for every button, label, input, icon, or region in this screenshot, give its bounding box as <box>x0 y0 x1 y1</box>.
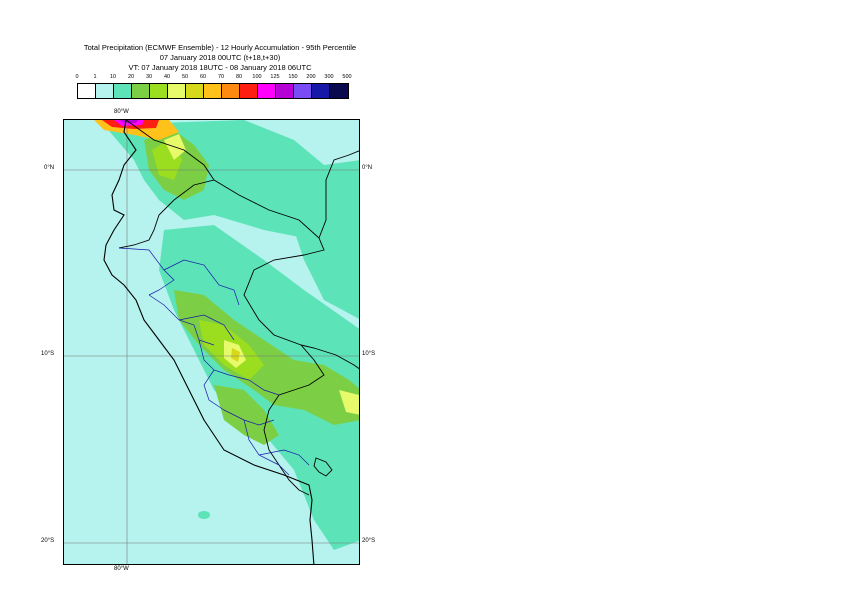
legend-colorbar <box>77 83 349 99</box>
legend-labels: 0 1 10 20 30 40 50 60 70 80 100 125 150 200 300 500 <box>75 74 351 84</box>
legend-swatch <box>258 84 276 98</box>
national-border-brazil-bolivia <box>300 344 359 370</box>
legend-swatch <box>132 84 150 98</box>
legend-swatch <box>204 84 222 98</box>
precip-yellow-east <box>339 390 359 415</box>
regional-borders <box>118 247 310 476</box>
legend-swatch <box>222 84 240 98</box>
legend-swatch <box>276 84 294 98</box>
legend-label: 50 <box>181 74 189 80</box>
legend-swatch <box>114 84 132 98</box>
legend-label: 80 <box>235 74 243 80</box>
lat-label-0-right: 0°N <box>362 165 373 171</box>
legend-label: 1 <box>93 74 97 80</box>
lon-label-top: 80°W <box>114 109 129 115</box>
legend-label: 10 <box>109 74 117 80</box>
lake-titicaca <box>313 457 333 477</box>
precip-legend: 0 1 10 20 30 40 50 60 70 80 100 125 150 200 300 500 <box>75 74 352 104</box>
run-time: 07 January 2018 00UTC (t+18,t+30) <box>159 53 281 62</box>
lon-label-bottom: 80°W <box>114 566 129 572</box>
national-border-ecuador-colombia <box>118 120 215 249</box>
chart-title: Total Precipitation (ECMWF Ensemble) - 1… <box>83 43 357 52</box>
legend-label: 70 <box>217 74 225 80</box>
legend-swatch <box>186 84 204 98</box>
legend-label: 60 <box>199 74 207 80</box>
coastline <box>103 120 315 564</box>
precip-green-south <box>214 385 279 445</box>
precip-area-east <box>284 200 359 319</box>
national-border-colombia-brazil <box>318 150 359 239</box>
legend-swatch <box>96 84 114 98</box>
precip-cell-south-1 <box>198 511 210 519</box>
legend-label: 0 <box>75 74 79 80</box>
legend-label: 500 <box>342 74 352 80</box>
precip-cell-east-2 <box>328 455 356 475</box>
lat-label-0-left: 0°N <box>44 165 55 171</box>
legend-label: 30 <box>145 74 153 80</box>
legend-label: 40 <box>163 74 171 80</box>
valid-time: VT: 07 January 2018 18UTC - 08 January 2… <box>128 63 312 72</box>
legend-label: 100 <box>252 74 262 80</box>
legend-swatch <box>168 84 186 98</box>
legend-swatch <box>240 84 258 98</box>
lat-label-20-right: 20°S <box>362 538 376 544</box>
legend-swatch <box>78 84 96 98</box>
legend-label: 200 <box>306 74 316 80</box>
legend-swatch <box>294 84 312 98</box>
precip-purple-core <box>120 120 138 123</box>
legend-swatch <box>330 84 348 98</box>
legend-swatch <box>150 84 168 98</box>
map-canvas <box>64 120 359 564</box>
legend-label: 125 <box>270 74 280 80</box>
precip-map <box>63 119 360 565</box>
precip-olive-central <box>231 348 240 362</box>
legend-label: 20 <box>127 74 135 80</box>
precip-green-central <box>174 290 359 425</box>
chart-title-block: Total Precipitation (ECMWF Ensemble) - 1… <box>40 43 400 73</box>
legend-label: 150 <box>288 74 298 80</box>
lat-label-10-right: 10°S <box>362 351 376 357</box>
legend-label: 300 <box>324 74 334 80</box>
legend-swatch <box>312 84 330 98</box>
lat-label-20-left: 20°S <box>41 538 55 544</box>
lat-label-10-left: 10°S <box>41 351 55 357</box>
